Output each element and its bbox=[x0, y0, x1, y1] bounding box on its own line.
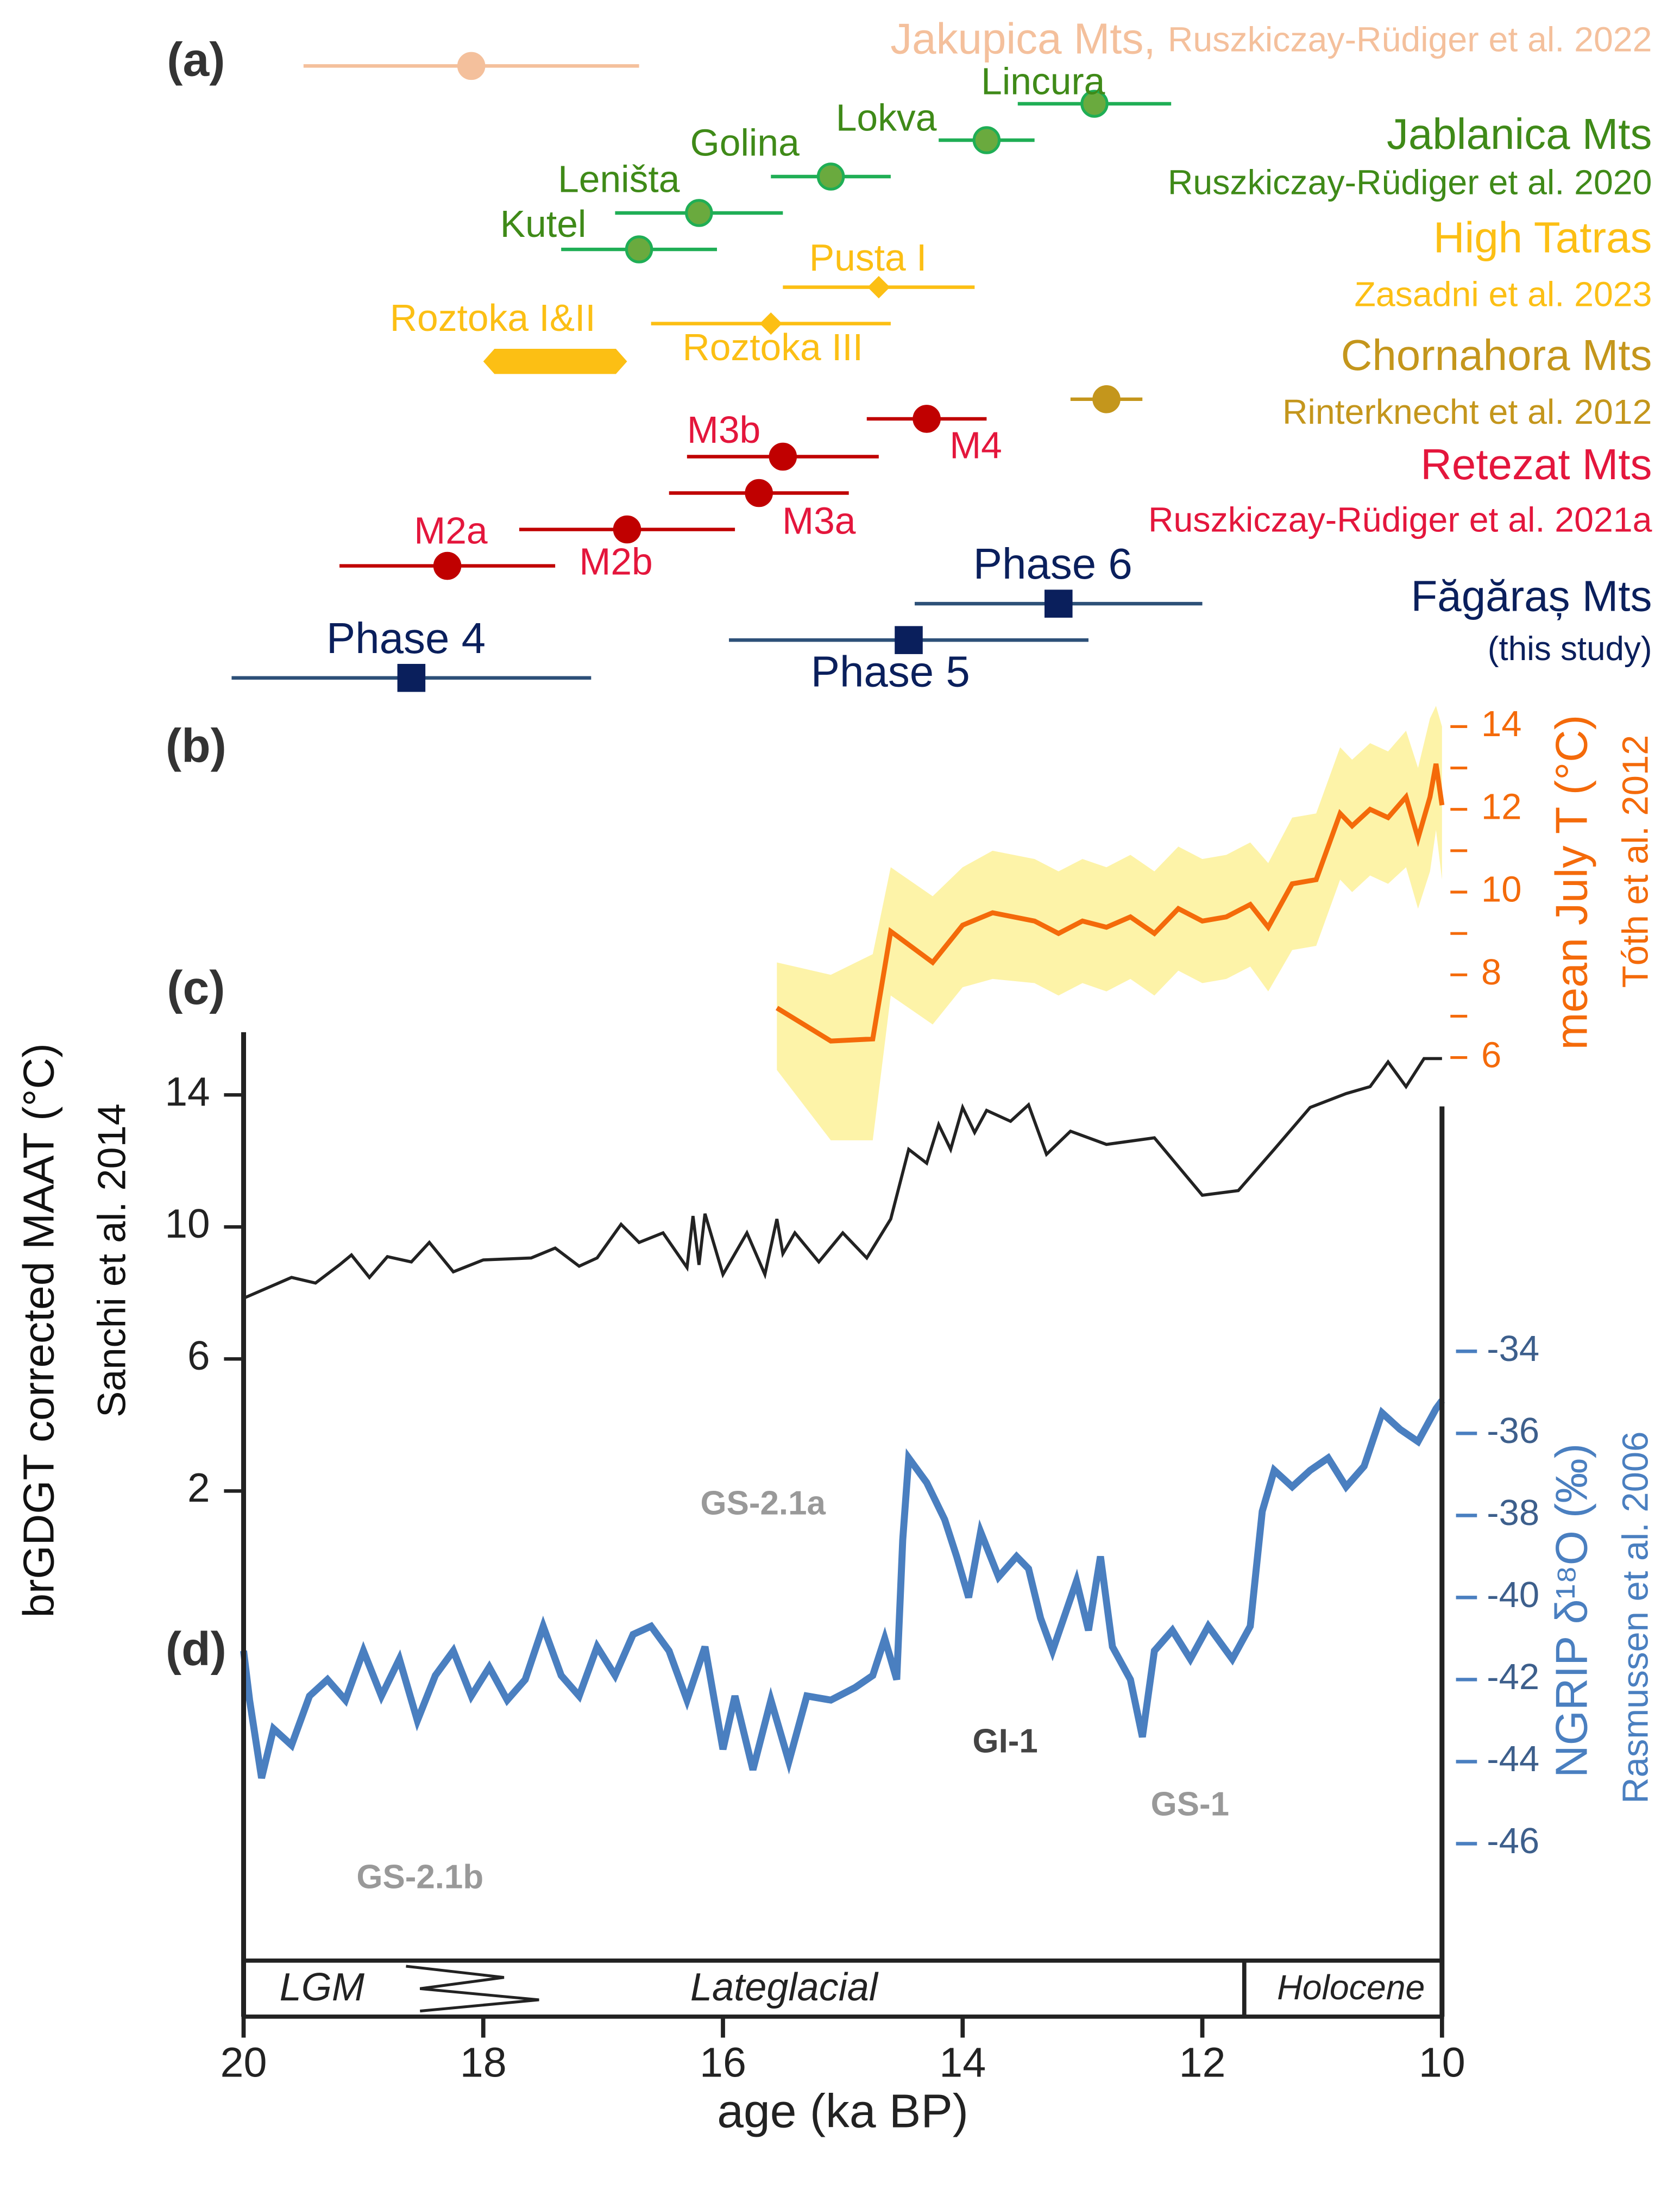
y-tick-label: -36 bbox=[1487, 1410, 1539, 1451]
group-name: Jakupica Mts, bbox=[890, 15, 1155, 63]
date-marker bbox=[867, 276, 890, 299]
zigzag bbox=[406, 1965, 539, 2013]
x-tick-label: 14 bbox=[939, 2039, 986, 2086]
group-title: Făgăraș Mts bbox=[1411, 572, 1652, 620]
site-label: M3b bbox=[687, 409, 760, 451]
temperature-line bbox=[775, 763, 1445, 1044]
date-marker bbox=[613, 515, 641, 544]
y-tick-label: -34 bbox=[1487, 1328, 1539, 1369]
site-label: M4 bbox=[949, 424, 1002, 466]
group-title: Jakupica Mts, Ruszkiczay-Rüdiger et al. … bbox=[890, 15, 1652, 63]
date-marker bbox=[769, 442, 797, 471]
group-title: High Tatras bbox=[1433, 214, 1652, 262]
error-bar bbox=[483, 349, 627, 374]
period-label: LGM bbox=[280, 1966, 365, 2009]
panel-label: (c) bbox=[167, 961, 225, 1014]
group-reference: (this study) bbox=[1488, 630, 1652, 668]
x-tick-label: 10 bbox=[1419, 2039, 1465, 2086]
panel-label: (d) bbox=[166, 1622, 226, 1676]
site-label: Golina bbox=[690, 122, 800, 164]
period-bar bbox=[241, 1958, 1444, 2019]
x-tick-label: 16 bbox=[700, 2039, 746, 2086]
y-tick-label: 6 bbox=[1481, 1034, 1501, 1075]
y-axis-title: mean July T (°C) bbox=[1546, 715, 1596, 1050]
date-marker bbox=[397, 663, 426, 692]
group-reference: Ruszkiczay-Rüdiger et al. 2021a bbox=[1148, 500, 1652, 539]
site-label: Roztoka III bbox=[682, 326, 863, 368]
site-label: Leništa bbox=[558, 158, 680, 200]
period-label: Lateglacial bbox=[690, 1966, 879, 2009]
group-title: Jablanica Mts bbox=[1387, 110, 1652, 158]
reference: Rasmussen et al. 2006 bbox=[1615, 1432, 1656, 1804]
site-label: Phase 6 bbox=[973, 539, 1132, 588]
y-tick-label: 10 bbox=[165, 1201, 210, 1246]
isotope-line bbox=[240, 1398, 1445, 1779]
reference: Sanchi et al. 2014 bbox=[90, 1103, 134, 1417]
date-marker bbox=[913, 405, 941, 433]
site-label: M2a bbox=[414, 510, 488, 552]
date-marker bbox=[685, 199, 713, 227]
date-marker bbox=[1045, 589, 1073, 618]
site-label: Kutel bbox=[500, 203, 587, 245]
date-marker bbox=[433, 551, 462, 580]
reference: Tóth et al. 2012 bbox=[1615, 735, 1656, 988]
site-label: Phase 5 bbox=[811, 648, 970, 696]
annotation: GI-1 bbox=[972, 1723, 1037, 1760]
y-tick-label: -38 bbox=[1487, 1492, 1539, 1533]
y-axis-title: NGRIP δ¹⁸O (‰) bbox=[1546, 1444, 1596, 1778]
site-label: Lokva bbox=[836, 96, 937, 139]
date-marker bbox=[895, 626, 923, 654]
date-marker bbox=[1092, 385, 1121, 413]
y-tick-label: 14 bbox=[165, 1069, 210, 1114]
site-label: Pusta I bbox=[809, 236, 927, 279]
date-marker bbox=[972, 126, 1001, 154]
group-title: Retezat Mts bbox=[1420, 440, 1652, 488]
y-tick-label: 2 bbox=[187, 1465, 210, 1510]
x-tick-label: 18 bbox=[460, 2039, 507, 2086]
panel-label: (a) bbox=[167, 33, 225, 86]
y-tick-label: -44 bbox=[1487, 1739, 1539, 1779]
period-label: Holocene bbox=[1277, 1968, 1425, 2007]
date-marker bbox=[816, 162, 845, 191]
y-tick-label: 10 bbox=[1481, 869, 1522, 910]
group-title: Chornahora Mts bbox=[1341, 331, 1652, 379]
y-tick-label: 14 bbox=[1481, 704, 1522, 744]
group-reference: Rinterknecht et al. 2012 bbox=[1282, 392, 1652, 431]
panel-label: (b) bbox=[166, 719, 226, 772]
uncertainty-band bbox=[777, 706, 1442, 1140]
y-tick-label: 12 bbox=[1481, 786, 1522, 827]
annotation: GS-1 bbox=[1151, 1786, 1229, 1823]
site-label: Lincura bbox=[981, 60, 1105, 102]
x-tick-label: 12 bbox=[1179, 2039, 1226, 2086]
y-tick-label: -42 bbox=[1487, 1657, 1539, 1697]
date-marker bbox=[1080, 90, 1109, 118]
y-tick-label: -46 bbox=[1487, 1821, 1539, 1861]
date-marker bbox=[745, 479, 773, 507]
y-tick-label: 6 bbox=[187, 1333, 210, 1378]
group-reference: Ruszkiczay-Rüdiger et al. 2020 bbox=[1168, 162, 1652, 202]
site-label: M2b bbox=[579, 540, 652, 582]
group-reference: Ruszkiczay-Rüdiger et al. 2022 bbox=[1168, 20, 1652, 59]
site-label: Phase 4 bbox=[326, 614, 486, 662]
date-marker bbox=[625, 235, 653, 263]
annotation: GS-2.1a bbox=[701, 1484, 826, 1522]
x-axis-title: age (ka BP) bbox=[717, 2084, 968, 2137]
x-tick-label: 20 bbox=[220, 2039, 267, 2086]
y-tick-label: -40 bbox=[1487, 1574, 1539, 1615]
maat-line bbox=[243, 1057, 1442, 1300]
site-label: M3a bbox=[782, 500, 856, 542]
group-reference: Zasadni et al. 2023 bbox=[1354, 275, 1652, 314]
site-label: Roztoka I&II bbox=[390, 297, 596, 339]
annotation: GS-2.1b bbox=[356, 1859, 483, 1896]
y-tick-label: 8 bbox=[1481, 952, 1501, 993]
date-marker bbox=[457, 52, 486, 80]
y-axis-title: brGDGT corrected MAAT (°C) bbox=[14, 1043, 62, 1617]
